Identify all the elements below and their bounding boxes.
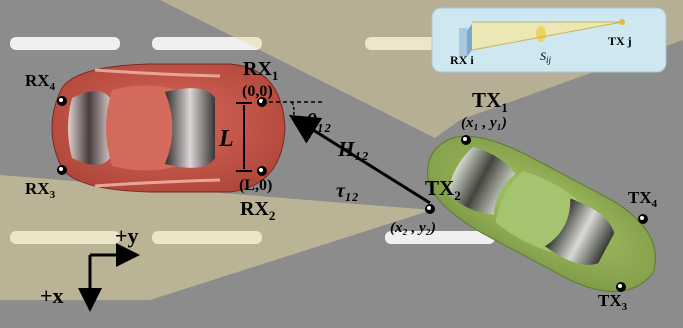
rx1-label: RX1 xyxy=(243,58,278,83)
rx3-label: RX3 xyxy=(25,179,56,201)
inset-tx-label: TX j xyxy=(608,34,632,48)
light-beam-lower xyxy=(0,175,432,300)
channel-arrow xyxy=(288,114,431,205)
tx3-label: TX3 xyxy=(598,291,628,313)
inset-panel xyxy=(431,7,667,73)
inset-rx-label: RX i xyxy=(450,53,474,67)
length-label: L xyxy=(218,126,234,152)
rx2-label: RX2 xyxy=(240,198,275,223)
rx1-coord: (0,0) xyxy=(242,83,273,100)
inset-sij-label: Sij xyxy=(540,49,552,65)
tau-label: τ₁₂ xyxy=(336,180,359,202)
rx2-coord: (L,0) xyxy=(239,177,272,194)
length-indicator xyxy=(236,102,252,172)
receiver-car xyxy=(51,63,286,193)
y-axis-label: +y xyxy=(115,223,139,248)
x-axis-label: +x xyxy=(40,283,64,308)
transmitter-car xyxy=(427,135,656,292)
h-label: H₁₂ xyxy=(337,137,369,161)
tx1-label: TX1 xyxy=(472,88,508,115)
rx4-label: RX4 xyxy=(25,71,56,93)
tx4-label: TX4 xyxy=(628,188,658,210)
tx2-label: TX2 xyxy=(425,176,461,203)
axes-indicator xyxy=(78,243,140,312)
tx2-coord: (x₂ , y₂) xyxy=(390,220,436,236)
tx1-coord: (x₁ , y₁) xyxy=(461,115,507,131)
